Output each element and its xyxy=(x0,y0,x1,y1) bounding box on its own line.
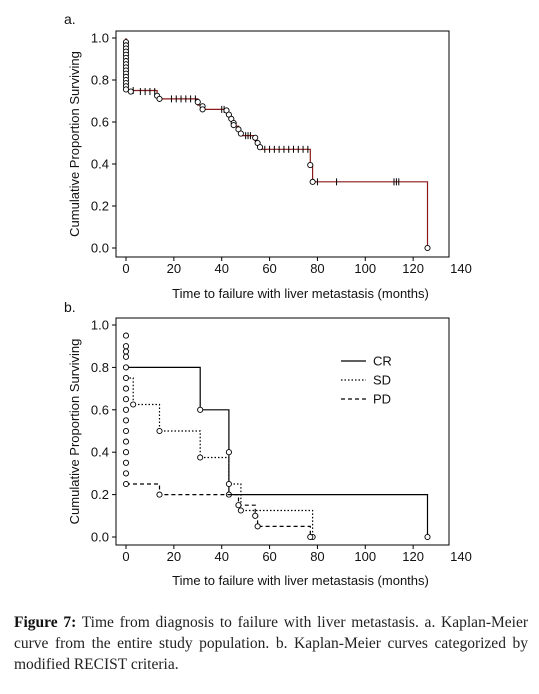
event-point xyxy=(122,343,130,350)
event-point xyxy=(122,427,130,435)
y-tick-label: 0.8 xyxy=(91,73,109,88)
event-point xyxy=(122,459,130,466)
y-tick-label: 0.4 xyxy=(91,445,109,460)
event-point xyxy=(237,507,244,514)
x-tick-label: 140 xyxy=(450,549,472,564)
y-tick-label: 0.0 xyxy=(91,241,109,256)
panel-a-plot-frame xyxy=(115,30,450,258)
y-tick-label: 0.2 xyxy=(91,199,109,214)
y-tick-label: 1.0 xyxy=(91,31,109,46)
event-point xyxy=(307,161,314,169)
event-point xyxy=(199,106,206,113)
series-all-line xyxy=(125,38,429,248)
event-point xyxy=(197,454,204,461)
panel-b-label: b. xyxy=(64,299,76,315)
x-tick-label: 60 xyxy=(262,549,276,564)
event-point xyxy=(197,406,204,413)
x-tick-label: 0 xyxy=(122,261,129,276)
panel-a-y-axis-title: Cumulative Proportion Surviving xyxy=(67,51,82,237)
event-point xyxy=(237,130,244,137)
event-point xyxy=(122,406,130,413)
caption-text: Time from diagnosis to failure with live… xyxy=(14,614,528,673)
event-point xyxy=(256,144,264,151)
event-point xyxy=(130,401,137,408)
y-tick-label: 0.8 xyxy=(91,360,109,375)
event-point xyxy=(122,332,130,339)
panel-b-plot-frame xyxy=(115,317,450,546)
event-point xyxy=(225,449,232,456)
event-point xyxy=(122,348,130,355)
x-tick-label: 80 xyxy=(310,261,324,276)
x-tick-label: 20 xyxy=(167,549,181,564)
panel-b-series xyxy=(122,332,431,541)
panel-b-legend: CR SD PD xyxy=(341,354,392,407)
event-point xyxy=(156,491,163,498)
event-point xyxy=(194,99,201,106)
event-point xyxy=(156,95,163,102)
panel-a-series xyxy=(122,38,431,252)
event-point xyxy=(309,178,316,185)
event-point xyxy=(254,523,261,530)
event-point xyxy=(122,353,130,360)
series-sd-line xyxy=(126,377,314,537)
y-tick-label: 0.2 xyxy=(91,487,109,502)
legend-label-pd: PD xyxy=(373,392,391,407)
x-tick-label: 120 xyxy=(402,549,424,564)
panel-b-ticks: 0 20 40 60 80 100 120 140 0.0 0.2 0.4 0.6 0.8 1.0 xyxy=(91,318,472,565)
event-point xyxy=(424,244,431,252)
x-tick-label: 20 xyxy=(167,261,181,276)
figure-caption: Figure 7: Time from diagnosis to failure… xyxy=(14,612,528,675)
x-tick-label: 40 xyxy=(214,261,228,276)
event-point xyxy=(307,533,314,541)
x-tick-label: 120 xyxy=(402,261,424,276)
x-tick-label: 80 xyxy=(310,549,324,564)
series-pd-line xyxy=(126,483,311,537)
panel-a-x-axis-title: Time to failure with liver metastasis (m… xyxy=(172,286,429,301)
legend-label-cr: CR xyxy=(373,354,392,369)
y-tick-label: 0.4 xyxy=(91,157,109,172)
y-tick-label: 0.6 xyxy=(91,115,109,130)
panel-a-chart: a. 0 20 40 60 80 100 120 1400.00.20.40.60.81.0 … xyxy=(64,11,472,301)
event-point xyxy=(252,134,259,141)
event-point xyxy=(225,480,232,488)
event-point xyxy=(424,533,431,541)
event-point xyxy=(122,364,130,371)
x-tick-label: 60 xyxy=(262,261,276,276)
event-point xyxy=(156,427,163,435)
event-point xyxy=(235,502,242,509)
panel-b-y-axis-title: Cumulative Proportion Surviving xyxy=(67,339,82,525)
event-point xyxy=(122,449,130,456)
event-point xyxy=(122,385,130,392)
panel-a-ticks: 0 20 40 60 80 100 120 140 0.0 0.2 0.4 0.6 0.8 1.0 xyxy=(91,31,472,277)
figure-7: a. 0 20 40 60 80 100 120 1400.00.20.40.60.81.0 … xyxy=(64,11,472,588)
y-tick-label: 0.0 xyxy=(91,530,109,545)
series-cr-line xyxy=(126,366,429,537)
x-tick-label: 40 xyxy=(214,549,228,564)
x-tick-label: 0 xyxy=(122,549,129,564)
event-point xyxy=(127,88,134,95)
panel-b-x-axis-title: Time to failure with liver metastasis (m… xyxy=(172,573,429,588)
caption-label: Figure 7: xyxy=(14,614,77,631)
event-point xyxy=(230,122,237,129)
event-point xyxy=(122,396,130,403)
x-tick-label: 100 xyxy=(354,261,376,276)
event-point xyxy=(122,438,130,445)
event-point xyxy=(122,374,130,382)
x-tick-label: 140 xyxy=(450,261,472,276)
legend-label-sd: SD xyxy=(373,373,391,388)
event-point xyxy=(122,470,130,477)
y-tick-label: 1.0 xyxy=(91,318,109,333)
event-point xyxy=(122,417,130,424)
y-tick-label: 0.6 xyxy=(91,402,109,417)
x-tick-label: 100 xyxy=(354,549,376,564)
panel-a-label: a. xyxy=(64,11,76,27)
event-point xyxy=(122,480,130,488)
panel-b-chart: b. 0 20 40 60 80 100 120 1400.00.20.40.60.81.0 … xyxy=(64,299,472,588)
event-point xyxy=(252,512,259,519)
